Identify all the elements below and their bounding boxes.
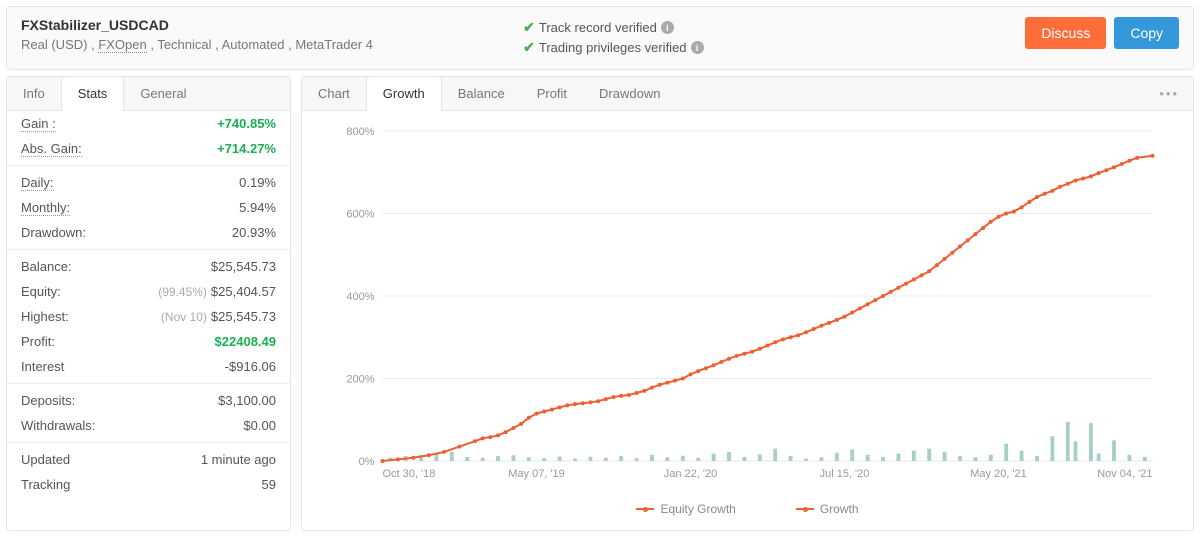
legend-line-icon <box>636 508 654 510</box>
tab-stats[interactable]: Stats <box>61 76 125 111</box>
broker-link[interactable]: FXOpen <box>98 37 146 53</box>
info-icon[interactable]: i <box>661 21 674 34</box>
svg-text:600%: 600% <box>346 209 374 221</box>
tab-profit[interactable]: Profit <box>521 77 583 110</box>
stat-daily: Daily:0.19% <box>7 170 290 195</box>
svg-text:Jan 22, '20: Jan 22, '20 <box>664 468 717 480</box>
chart-tabs: Chart Growth Balance Profit Drawdown ••• <box>302 77 1193 111</box>
header-center: ✔ Track record verified i ✔ Trading priv… <box>523 17 1025 59</box>
stats-body: Gain :+740.85% Abs. Gain:+714.27% Daily:… <box>7 111 290 497</box>
stat-gain: Gain :+740.85% <box>7 111 290 136</box>
chart-more-icon[interactable]: ••• <box>1145 77 1193 110</box>
header-actions: Discuss Copy <box>1025 17 1179 49</box>
svg-text:May 07, '19: May 07, '19 <box>508 468 565 480</box>
stat-updated: Updated1 minute ago <box>7 447 290 472</box>
chart-legend: Equity Growth Growth <box>322 502 1173 516</box>
growth-chart: 0% 200% 400% 600% 800% Oct 30, '18 May 07, '19… <box>322 121 1173 491</box>
header-bar: FXStabilizer_USDCAD Real (USD) , FXOpen … <box>6 6 1194 70</box>
legend-equity-growth: Equity Growth <box>636 502 735 516</box>
stat-monthly: Monthly:5.94% <box>7 195 290 220</box>
trading-privileges-verified: ✔ Trading privileges verified i <box>523 39 1025 56</box>
stat-tracking: Tracking59 <box>7 472 290 497</box>
tab-growth[interactable]: Growth <box>366 76 442 111</box>
chart-body: 0% 200% 400% 600% 800% Oct 30, '18 May 07, '19… <box>302 111 1193 530</box>
stat-equity: Equity:(99.45%)$25,404.57 <box>7 279 290 304</box>
content: Info Stats General Gain :+740.85% Abs. G… <box>0 76 1200 537</box>
account-subtitle: Real (USD) , FXOpen , Technical , Automa… <box>21 37 523 52</box>
legend-growth: Growth <box>796 502 859 516</box>
svg-text:May 20, '21: May 20, '21 <box>970 468 1027 480</box>
stat-profit: Profit:$22408.49 <box>7 329 290 354</box>
stat-balance: Balance:$25,545.73 <box>7 254 290 279</box>
legend-line-icon <box>796 508 814 510</box>
svg-text:Oct 30, '18: Oct 30, '18 <box>383 468 436 480</box>
account-title: FXStabilizer_USDCAD <box>21 17 523 33</box>
stat-abs-gain: Abs. Gain:+714.27% <box>7 136 290 161</box>
header-left: FXStabilizer_USDCAD Real (USD) , FXOpen … <box>21 17 523 52</box>
stat-deposits: Deposits:$3,100.00 <box>7 388 290 413</box>
stats-panel: Info Stats General Gain :+740.85% Abs. G… <box>6 76 291 531</box>
tab-general[interactable]: General <box>124 77 202 110</box>
tab-balance[interactable]: Balance <box>442 77 521 110</box>
svg-text:200%: 200% <box>346 374 374 386</box>
tab-info[interactable]: Info <box>7 77 61 110</box>
sidebar-tabs: Info Stats General <box>7 77 290 111</box>
svg-text:400%: 400% <box>346 291 374 303</box>
stat-drawdown: Drawdown:20.93% <box>7 220 290 245</box>
svg-text:Nov 04, '21: Nov 04, '21 <box>1097 468 1152 480</box>
tab-chart[interactable]: Chart <box>302 77 366 110</box>
check-icon: ✔ <box>523 19 535 36</box>
chart-panel: Chart Growth Balance Profit Drawdown •••… <box>301 76 1194 531</box>
svg-text:0%: 0% <box>359 456 375 468</box>
stat-highest: Highest:(Nov 10)$25,545.73 <box>7 304 290 329</box>
copy-button[interactable]: Copy <box>1114 17 1179 49</box>
svg-text:800%: 800% <box>346 126 374 138</box>
svg-text:Jul 15, '20: Jul 15, '20 <box>820 468 870 480</box>
check-icon: ✔ <box>523 39 535 56</box>
tab-drawdown[interactable]: Drawdown <box>583 77 676 110</box>
info-icon[interactable]: i <box>691 41 704 54</box>
stat-withdrawals: Withdrawals:$0.00 <box>7 413 290 438</box>
discuss-button[interactable]: Discuss <box>1025 17 1106 49</box>
track-record-verified: ✔ Track record verified i <box>523 19 1025 36</box>
stat-interest: Interest-$916.06 <box>7 354 290 379</box>
